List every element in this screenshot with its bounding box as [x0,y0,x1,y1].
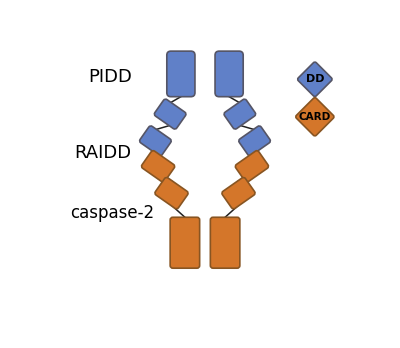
Text: CARD: CARD [299,112,331,122]
FancyBboxPatch shape [298,62,332,96]
Text: PIDD: PIDD [88,68,132,86]
FancyBboxPatch shape [235,151,268,182]
Text: caspase-2: caspase-2 [70,204,155,222]
FancyBboxPatch shape [222,177,255,209]
Text: DD: DD [306,74,324,84]
FancyBboxPatch shape [224,99,256,129]
FancyBboxPatch shape [215,51,243,97]
FancyBboxPatch shape [155,177,188,209]
Text: RAIDD: RAIDD [75,144,132,162]
FancyBboxPatch shape [210,217,240,268]
FancyBboxPatch shape [154,99,186,129]
FancyBboxPatch shape [167,51,195,97]
FancyBboxPatch shape [142,151,175,182]
FancyBboxPatch shape [170,217,200,268]
FancyBboxPatch shape [140,126,171,156]
FancyBboxPatch shape [296,98,334,136]
FancyBboxPatch shape [239,126,270,156]
